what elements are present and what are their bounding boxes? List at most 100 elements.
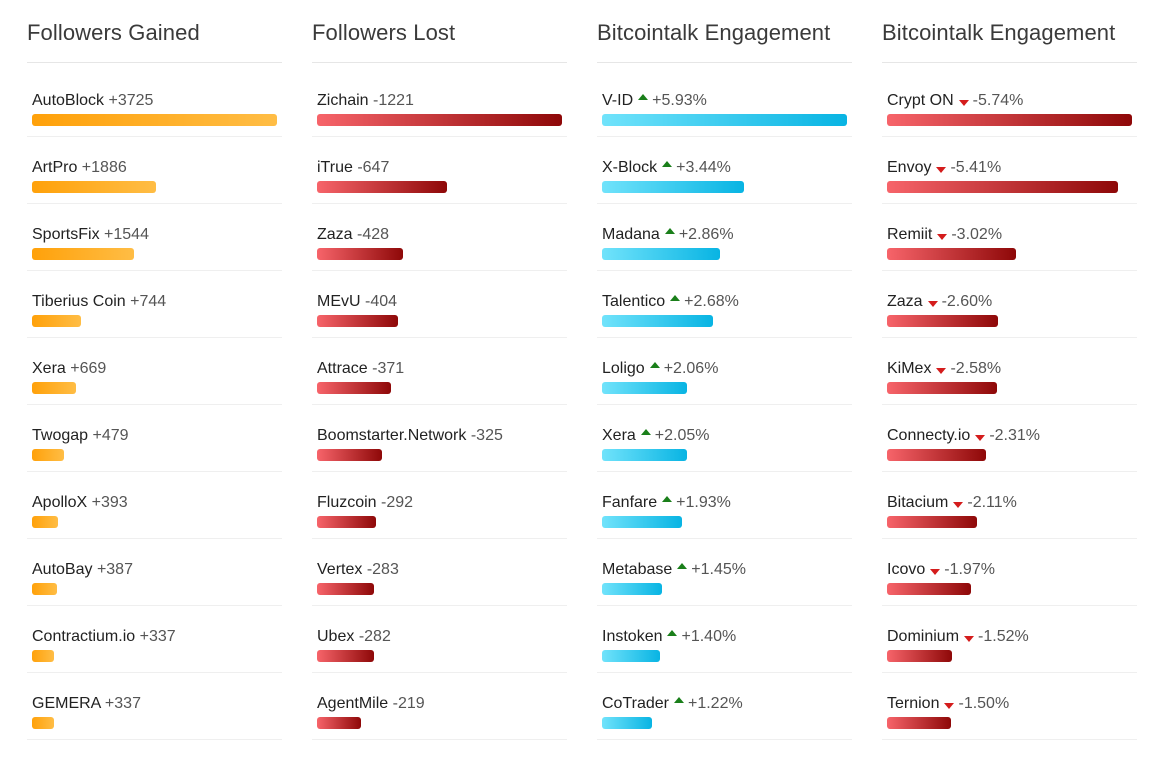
row-divider bbox=[312, 270, 567, 271]
value-bar bbox=[317, 516, 376, 528]
ranking-row: Ubex -282 bbox=[312, 627, 567, 694]
row-label: Twogap +479 bbox=[32, 426, 129, 446]
row-label: MEvU -404 bbox=[317, 292, 397, 312]
value-bar bbox=[887, 583, 971, 595]
row-divider bbox=[27, 471, 282, 472]
panel-title: Followers Lost bbox=[312, 20, 456, 45]
value-bar bbox=[317, 583, 374, 595]
row-label: KiMex -2.58% bbox=[887, 359, 1001, 379]
trend-up-icon bbox=[649, 361, 660, 368]
ranking-row: Metabase +1.45% bbox=[597, 560, 852, 627]
row-value: -1.52% bbox=[978, 628, 1029, 645]
value-bar bbox=[602, 717, 652, 729]
row-divider bbox=[597, 471, 852, 472]
row-divider bbox=[27, 605, 282, 606]
ranking-row: Xera +669 bbox=[27, 359, 282, 426]
row-value: +337 bbox=[139, 628, 176, 645]
ranking-row: Icovo -1.97% bbox=[882, 560, 1137, 627]
value-bar bbox=[317, 248, 403, 260]
row-value: -325 bbox=[470, 427, 503, 444]
row-divider bbox=[882, 270, 1137, 271]
ranking-row: Attrace -371 bbox=[312, 359, 567, 426]
row-divider bbox=[312, 739, 567, 740]
project-name: ArtPro bbox=[32, 159, 78, 176]
title-divider bbox=[312, 62, 567, 63]
row-divider bbox=[597, 404, 852, 405]
trend-down-icon bbox=[944, 702, 955, 709]
project-name: Loligo bbox=[602, 360, 645, 377]
project-name: KiMex bbox=[887, 360, 932, 377]
trend-up-icon bbox=[670, 294, 681, 301]
project-name: Boomstarter.Network bbox=[317, 427, 467, 444]
row-divider bbox=[597, 739, 852, 740]
value-bar bbox=[32, 315, 81, 327]
title-divider bbox=[27, 62, 282, 63]
trend-up-icon bbox=[638, 93, 649, 100]
ranking-row: Envoy -5.41% bbox=[882, 158, 1137, 225]
row-label: AutoBay +387 bbox=[32, 560, 133, 580]
row-value: -2.31% bbox=[989, 427, 1041, 444]
project-name: Ternion bbox=[887, 695, 940, 712]
value-bar bbox=[602, 248, 720, 260]
row-label: Envoy -5.41% bbox=[887, 158, 1001, 178]
row-value: -283 bbox=[366, 561, 399, 578]
ranking-row: MEvU -404 bbox=[312, 292, 567, 359]
trend-up-icon bbox=[673, 696, 684, 703]
ranking-row: Zaza -2.60% bbox=[882, 292, 1137, 359]
value-bar bbox=[317, 717, 361, 729]
value-bar bbox=[887, 382, 997, 394]
row-label: Zaza -428 bbox=[317, 225, 389, 245]
row-label: Bitacium -2.11% bbox=[887, 493, 1017, 513]
panel-title: Followers Gained bbox=[27, 20, 200, 45]
row-divider bbox=[27, 672, 282, 673]
row-label: Metabase +1.45% bbox=[602, 560, 746, 580]
row-label: Crypt ON -5.74% bbox=[887, 91, 1023, 111]
project-name: SportsFix bbox=[32, 226, 100, 243]
ranking-row: Remiit -3.02% bbox=[882, 225, 1137, 292]
row-value: -404 bbox=[365, 293, 398, 310]
project-name: Fanfare bbox=[602, 494, 658, 511]
trend-down-icon bbox=[958, 99, 969, 106]
ranking-row: KiMex -2.58% bbox=[882, 359, 1137, 426]
project-name: Zaza bbox=[887, 293, 923, 310]
row-label: Xera +669 bbox=[32, 359, 106, 379]
row-divider bbox=[597, 136, 852, 137]
row-label: Talentico +2.68% bbox=[602, 292, 739, 312]
row-divider bbox=[27, 739, 282, 740]
panel-title: Bitcointalk Engagement bbox=[882, 20, 1116, 45]
row-divider bbox=[597, 672, 852, 673]
value-bar bbox=[602, 583, 662, 595]
row-divider bbox=[312, 471, 567, 472]
row-divider bbox=[27, 404, 282, 405]
trend-down-icon bbox=[953, 501, 964, 508]
ranking-row: Boomstarter.Network -325 bbox=[312, 426, 567, 493]
ranking-row: ApolloX +393 bbox=[27, 493, 282, 560]
value-bar bbox=[602, 315, 713, 327]
row-value: -371 bbox=[372, 360, 405, 377]
project-name: Zaza bbox=[317, 226, 353, 243]
project-name: Xera bbox=[32, 360, 66, 377]
row-divider bbox=[597, 337, 852, 338]
row-divider bbox=[882, 136, 1137, 137]
row-value: +1.93% bbox=[676, 494, 731, 511]
value-bar bbox=[602, 449, 687, 461]
row-value: -3.02% bbox=[951, 226, 1003, 243]
ranking-row: Bitacium -2.11% bbox=[882, 493, 1137, 560]
ranking-row: Fluzcoin -292 bbox=[312, 493, 567, 560]
trend-down-icon bbox=[937, 233, 948, 240]
row-value: -219 bbox=[392, 695, 425, 712]
project-name: AutoBay bbox=[32, 561, 93, 578]
value-bar bbox=[887, 650, 952, 662]
trend-up-icon bbox=[640, 428, 651, 435]
value-bar bbox=[32, 516, 58, 528]
project-name: Attrace bbox=[317, 360, 368, 377]
ranking-row: Twogap +479 bbox=[27, 426, 282, 493]
trend-up-icon bbox=[662, 160, 673, 167]
row-divider bbox=[882, 605, 1137, 606]
ranking-row: Zichain -1221 bbox=[312, 91, 567, 158]
project-name: Xera bbox=[602, 427, 636, 444]
value-bar bbox=[317, 382, 391, 394]
row-label: Loligo +2.06% bbox=[602, 359, 718, 379]
value-bar bbox=[887, 181, 1118, 193]
project-name: Instoken bbox=[602, 628, 663, 645]
